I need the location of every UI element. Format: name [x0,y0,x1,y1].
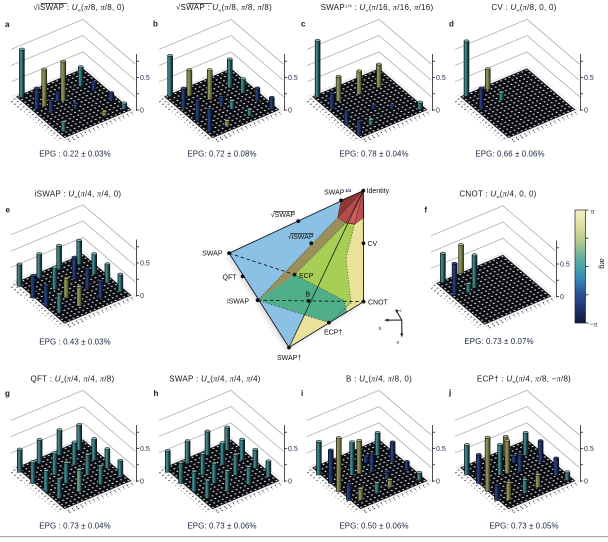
svg-text:EPG : 0.73 ± 0.04%: EPG : 0.73 ± 0.04% [39,522,111,531]
svg-text:B : Uw(π/4, π/8, 0): B : Uw(π/4, π/8, 0) [346,375,412,385]
svg-text:CNOT: CNOT [368,300,389,307]
svg-text:0: 0 [140,478,144,485]
svg-text:0.5: 0.5 [140,446,150,453]
svg-text:CV : Uw(π/8, 0, 0): CV : Uw(π/8, 0, 0) [491,3,556,13]
svg-text:c: c [400,308,403,314]
svg-text:d: d [449,20,454,29]
svg-text:EPG: 0.73 ± 0.05%: EPG: 0.73 ± 0.05% [489,522,558,531]
svg-text:EPG : 0.43 ± 0.03%: EPG : 0.43 ± 0.03% [39,338,111,347]
svg-text:SWAP: SWAP [324,190,345,197]
svg-text:π: π [591,207,595,216]
svg-text:0: 0 [140,293,144,300]
svg-text:1/4: 1/4 [345,188,351,193]
svg-text:0: 0 [288,107,292,114]
svg-text:0: 0 [436,107,440,114]
svg-text:SWAP†: SWAP† [277,355,301,362]
svg-text:0.5: 0.5 [288,75,298,82]
svg-text:0: 0 [288,478,292,485]
svg-text:EPG: 0.78 ± 0.04%: EPG: 0.78 ± 0.04% [339,150,408,159]
svg-text:√iSWAP: √iSWAP [288,233,314,241]
svg-text:0.5: 0.5 [436,446,446,453]
svg-text:0: 0 [584,478,588,485]
svg-text:0: 0 [560,294,564,301]
svg-text:CNOT : Uw(π/4, 0, 0): CNOT : Uw(π/4, 0, 0) [459,190,536,200]
svg-text:SWAP : Uw(π/4, π/4, π/4): SWAP : Uw(π/4, π/4, π/4) [169,375,261,385]
svg-text:0.5: 0.5 [584,446,594,453]
svg-text:ECP†: ECP† [324,330,342,337]
svg-text:i: i [301,389,303,398]
svg-text:ECP: ECP [299,273,314,280]
svg-text:√SWAP : Uw(π/8, π/8, π/8): √SWAP : Uw(π/8, π/8, π/8) [176,3,272,13]
svg-text:iSWAP: iSWAP [227,299,249,306]
svg-text:B: B [306,292,311,299]
svg-text:CV: CV [368,241,378,248]
svg-text:b: b [153,20,158,29]
svg-text:h: h [154,389,159,398]
svg-text:ECP† : Uw(π/4, π/8, −π/8): ECP† : Uw(π/4, π/8, −π/8) [477,375,571,385]
svg-text:0.5: 0.5 [288,446,298,453]
svg-text:−π: −π [589,320,598,329]
svg-text:j: j [448,388,451,397]
svg-text:c: c [301,20,306,29]
svg-text:QFT: QFT [223,275,238,282]
svg-text:0: 0 [584,107,588,114]
svg-text:Identity: Identity [367,188,390,195]
svg-text:a: a [5,20,10,29]
svg-text:QFT : Uw(π/4, π/4, π/8): QFT : Uw(π/4, π/4, π/8) [31,375,115,385]
svg-text:arg: arg [598,258,607,268]
svg-text:b: b [379,326,382,332]
svg-text:√iSWAP : Uw(π/8, π/8, 0): √iSWAP : Uw(π/8, π/8, 0) [33,3,124,13]
svg-text:e: e [6,206,11,215]
svg-text:g: g [5,389,10,398]
svg-text:SWAP1/4 : Uw(π/16, π/16, π/16): SWAP1/4 : Uw(π/16, π/16, π/16) [321,3,434,13]
svg-text:0.5: 0.5 [140,260,150,267]
svg-text:√SWAP: √SWAP [271,211,296,219]
svg-text:0: 0 [436,478,440,485]
svg-text:EPG: 0.66 ± 0.06%: EPG: 0.66 ± 0.06% [475,150,544,159]
svg-text:0.5: 0.5 [140,75,150,82]
svg-text:EPG: 0.73 ± 0.06%: EPG: 0.73 ± 0.06% [187,522,256,531]
svg-text:SWAP: SWAP [202,251,223,258]
svg-text:EPG : 0.22 ± 0.03%: EPG : 0.22 ± 0.03% [39,150,111,159]
svg-text:iSWAP : Uw(π/4, π/4, 0): iSWAP : Uw(π/4, π/4, 0) [35,190,122,200]
svg-text:EPG: 0.50 ± 0.06%: EPG: 0.50 ± 0.06% [339,522,408,531]
svg-text:0.5: 0.5 [584,75,594,82]
svg-text:0.5: 0.5 [436,75,446,82]
svg-text:a: a [397,340,400,346]
svg-text:0: 0 [140,107,144,114]
svg-text:EPG: 0.73 ± 0.07%: EPG: 0.73 ± 0.07% [464,337,533,346]
svg-text:0.5: 0.5 [560,261,570,268]
svg-text:EPG: 0.72 ± 0.08%: EPG: 0.72 ± 0.08% [187,150,256,159]
svg-text:f: f [424,206,427,215]
